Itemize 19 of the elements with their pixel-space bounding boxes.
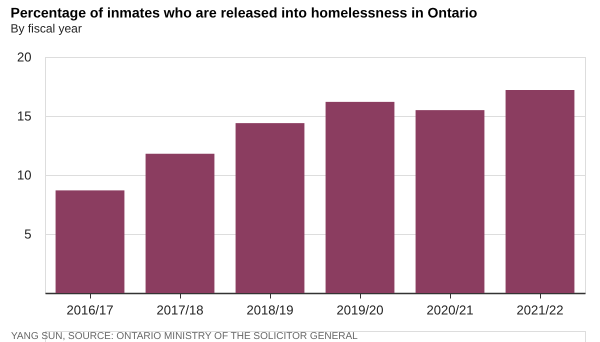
chart-subtitle: By fiscal year — [10, 22, 82, 36]
text: YANG SUN, SOURCE: ONTARIO MINISTRY OF THE SOLICITOR GENERAL — [11, 331, 358, 342]
bar — [236, 123, 304, 293]
bar — [506, 90, 574, 293]
x-tick-label: 2019/20 — [336, 302, 384, 318]
x-tick-label: 2018/19 — [246, 302, 294, 318]
x-tick-label: 2017/18 — [156, 302, 204, 318]
y-tick-label: 5 — [24, 226, 32, 242]
bar — [146, 154, 214, 293]
x-tick-label: 2020/21 — [426, 302, 474, 318]
y-tick-label: 15 — [17, 108, 32, 124]
bar — [416, 110, 484, 293]
bar — [56, 190, 124, 293]
y-tick-label: 10 — [17, 168, 32, 182]
chart-title: Percentage of inmates who are released into homelessness in Ontario — [10, 4, 478, 20]
x-tick-label: 2021/22 — [516, 302, 564, 318]
x-tick-label: 2016/17 — [66, 302, 114, 318]
y-tick-label: 20 — [17, 50, 32, 64]
bar — [326, 102, 394, 293]
